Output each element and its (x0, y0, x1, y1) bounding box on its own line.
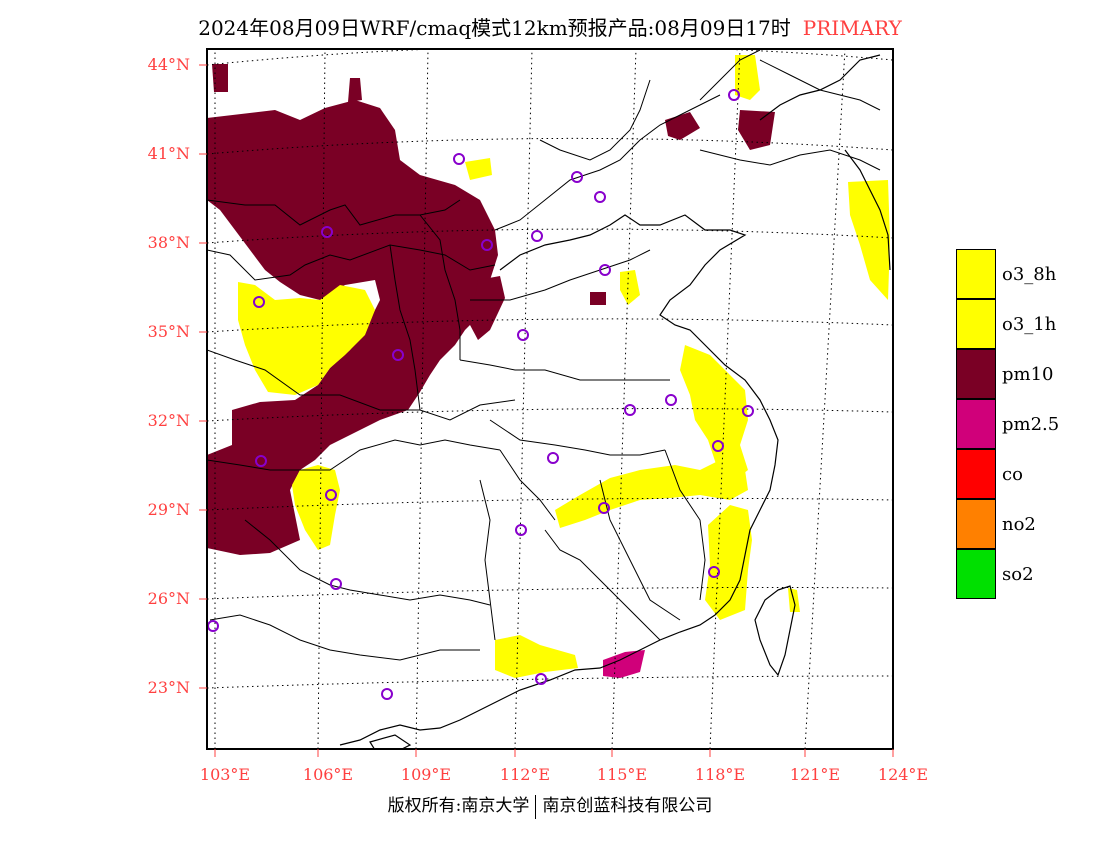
lon-label: 103°E (199, 765, 251, 784)
lat-label: 44°N (147, 55, 190, 74)
station-marker (624, 404, 636, 416)
footer-divider (535, 794, 537, 819)
station-marker (392, 349, 404, 361)
lon-label: 118°E (694, 765, 746, 784)
lat-label: 26°N (147, 589, 190, 608)
map-title: 2024年08月09日WRF/cmaq模式12km预报产品:08月09日17时 P… (0, 12, 1100, 41)
station-marker (517, 329, 529, 341)
station-marker (481, 239, 493, 251)
station-marker (594, 191, 606, 203)
lat-label: 38°N (147, 233, 190, 252)
pm25-region-guangzhou (603, 650, 645, 678)
station-marker (325, 489, 337, 501)
copyright-owner: 版权所有:南京大学 (387, 796, 530, 816)
station-marker (381, 688, 393, 700)
station-markers (207, 89, 754, 700)
o3-region-fujian (705, 505, 752, 620)
legend-label: pm10 (1002, 364, 1054, 385)
legend-swatch (956, 249, 996, 299)
station-marker (321, 226, 333, 238)
map-frame (206, 48, 894, 750)
legend-swatch (956, 549, 996, 599)
station-marker (665, 394, 677, 406)
lon-label: 109°E (400, 765, 452, 784)
o3-regions (238, 55, 890, 678)
pm10-patch-liaoning (665, 112, 700, 140)
station-marker (712, 440, 724, 452)
legend-swatch (956, 299, 996, 349)
title-text: 2024年08月09日WRF/cmaq模式12km预报产品:08月09日17时 (198, 16, 791, 40)
lat-label: 35°N (147, 322, 190, 341)
title-pollutant-type: PRIMARY (802, 16, 902, 40)
pm10-patch-hebei (590, 292, 606, 305)
o3-region-west (238, 282, 375, 395)
station-marker (708, 566, 720, 578)
pm25-regions (603, 650, 645, 678)
pm10-patch-shandong (470, 276, 505, 340)
lat-label: 32°N (147, 411, 190, 430)
station-marker (253, 296, 265, 308)
lat-label: 29°N (147, 500, 190, 519)
o3-region-jiangsu (680, 345, 748, 480)
pm10-patch-nk (738, 110, 775, 150)
legend-swatch (956, 449, 996, 499)
copyright-footer: 版权所有:南京大学 南京创蓝科技有限公司 (0, 791, 1100, 819)
legend-label: pm2.5 (1002, 414, 1060, 435)
lon-label: 121°E (789, 765, 841, 784)
o3-region-yangtze (555, 460, 748, 528)
station-marker (330, 578, 342, 590)
legend-label: so2 (1002, 564, 1034, 585)
station-marker (531, 230, 543, 242)
lon-label: 112°E (499, 765, 551, 784)
lon-label: 115°E (596, 765, 648, 784)
lat-label: 41°N (147, 144, 190, 163)
province-boundaries (207, 49, 881, 661)
station-marker (598, 502, 610, 514)
o3-region-shandong (620, 270, 640, 305)
legend-swatch (956, 499, 996, 549)
station-marker (535, 673, 547, 685)
station-marker (728, 89, 740, 101)
coastline (339, 54, 891, 746)
legend-label: o3_8h (1002, 264, 1057, 285)
station-marker (515, 524, 527, 536)
station-marker (453, 153, 465, 165)
copyright-company: 南京创蓝科技有限公司 (542, 796, 713, 816)
axis-ticks (199, 64, 894, 757)
station-marker (571, 171, 583, 183)
station-marker (742, 405, 754, 417)
o3-region-ne (735, 55, 760, 100)
legend-label: co (1002, 464, 1023, 485)
legend-label: no2 (1002, 514, 1036, 535)
pm10-patch-north-1 (348, 78, 362, 102)
taiwan-outline (754, 585, 796, 677)
station-marker (599, 264, 611, 276)
graticule (207, 49, 893, 749)
pm10-patch-north-2 (212, 64, 228, 92)
lon-label: 106°E (302, 765, 354, 784)
station-marker (547, 452, 559, 464)
legend-swatch (956, 349, 996, 399)
o3-region-guangdong (495, 635, 578, 678)
legend-label: o3_1h (1002, 314, 1057, 335)
legend-swatch (956, 399, 996, 449)
lon-label: 124°E (877, 765, 929, 784)
station-marker (255, 455, 267, 467)
o3-region-beijing (465, 158, 492, 180)
o3-region-chongqing (292, 465, 340, 550)
lat-label: 23°N (147, 678, 190, 697)
